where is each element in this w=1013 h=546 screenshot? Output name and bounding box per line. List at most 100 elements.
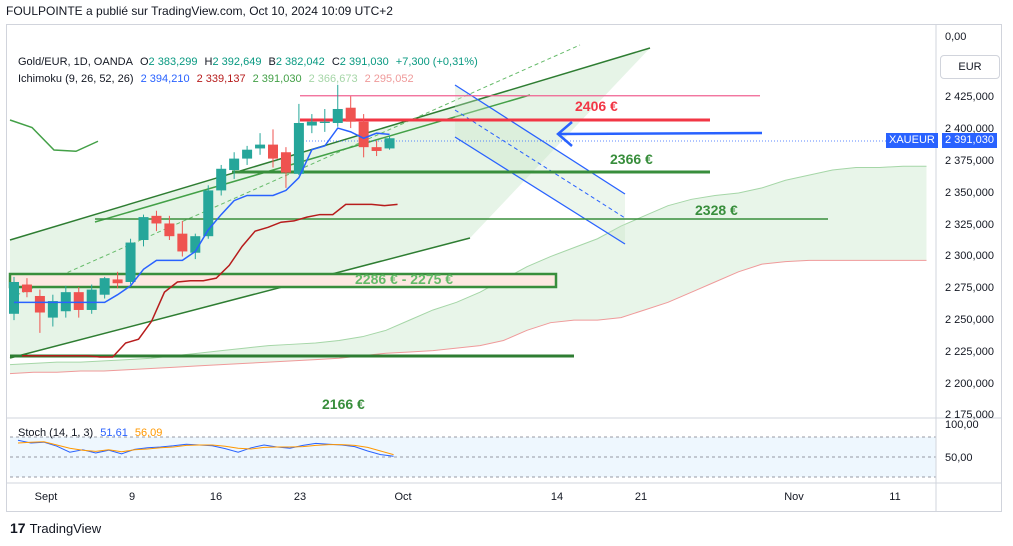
price-tick-label: 2 275,000 [945,282,994,294]
candle-body [86,289,97,310]
candle-body [306,121,317,126]
time-tick-label: 16 [210,491,222,503]
arrow-shaft [559,131,763,136]
channel-upper-line [9,47,651,241]
inner-channel-line [94,94,531,223]
candle-body [229,158,240,171]
candle-body [9,281,19,314]
close-value: 2 391,030 [339,56,389,68]
stoch-d-value: 56,09 [134,427,163,439]
span-b-line [9,259,927,375]
low-label: B [268,56,276,68]
open-label: O [139,56,149,68]
label-2166: 2166 € [322,396,365,412]
candle-body [268,144,278,159]
price-tick-label: 2 225,000 [945,346,994,358]
footer-brand[interactable]: 17 TradingView [10,520,101,536]
price-tick-label: 2 375,000 [945,155,994,167]
candle-body [177,233,188,252]
kijun-line [22,203,398,358]
time-tick-label: Nov [784,491,804,503]
axes: 0,00 2 425,000 2 400,000 2 375,000 2 350,000… [6,24,1002,512]
candle-body [164,223,175,237]
label-zone-2286-2275: 2286 € - 2275 € [355,271,453,287]
channel-lower-line [9,237,471,359]
candle-body [112,279,123,284]
time-tick-label: 21 [635,491,647,503]
low-value: 2 382,042 [275,56,325,68]
candle-body [99,278,110,295]
ohlc-legend: Gold/EUR, 1D, OANDA O2 383,299 H2 392,64… [18,56,482,68]
label-2406: 2406 € [575,98,618,114]
ichimoku-lines [9,119,398,358]
price-tick-label: 2 300,000 [945,250,994,262]
wedge-mid-line [454,109,626,219]
arrow-head-icon [556,121,573,147]
candle-body [47,301,58,318]
tenkan-line [14,127,390,304]
stoch-k-value: 51,61 [100,427,128,439]
span-b-value: 2 295,052 [364,73,414,85]
stochastic-pane [10,436,936,478]
candle-body [358,121,369,148]
symbol-price-tag: XAUEUR [886,133,938,148]
wedge-lower-line [454,136,626,245]
stoch-tick-label: 100,00 [945,419,979,431]
chikou-value: 2 391,030 [252,73,302,85]
time-tick-label: 11 [889,491,900,503]
high-label: H [204,56,213,68]
candle-body [242,149,253,159]
time-tick-label: 23 [294,491,306,503]
candle-body [345,107,356,122]
candle-body [34,295,45,313]
candle-body [332,108,343,123]
time-tick-label: 9 [129,491,135,503]
label-2366: 2366 € [610,151,653,167]
kijun-value: 2 339,137 [196,73,246,85]
candle-body [125,242,136,282]
price-tick-label: 2 350,000 [945,187,994,199]
stoch-tick-label: 50,00 [945,452,973,464]
label-2328: 2328 € [695,202,738,218]
price-tick-label: 2 200,000 [945,378,994,390]
stoch-label[interactable]: Stoch (14, 1, 3) [18,427,94,439]
tenkan-value: 2 394,210 [140,73,190,85]
candle-body [384,138,395,149]
currency-button[interactable]: EUR [940,55,1000,79]
candle-body [216,168,227,191]
price-tick-label: 2 425,000 [945,91,994,103]
candle-body [190,236,201,253]
publication-header: FOULPOINTE a publié sur TradingView.com,… [6,4,393,18]
ichimoku-legend: Ichimoku (9, 26, 52, 26) 2 394,210 2 339… [18,73,418,85]
ichimoku-label[interactable]: Ichimoku (9, 26, 52, 26) [18,73,134,85]
candle-body [280,152,291,173]
candle-body [319,121,330,123]
cloud-fill [10,166,927,374]
price-tick-label: 0,00 [945,31,966,43]
time-tick-label: Oct [394,491,411,503]
annotation-labels: 2406 € 2366 € 2328 € 2286 € - 2275 € 2166 € [322,98,738,412]
stoch-d-line [17,441,394,456]
price-tick-label: 2 325,000 [945,219,994,231]
wedge-upper-line [454,84,626,195]
tradingview-logo-icon: 17 [10,520,26,536]
chikou-line [9,119,99,153]
candle-body [151,215,162,224]
price-tick-label: 2 250,000 [945,314,994,326]
candle-body [255,144,266,149]
stoch-legend: Stoch (14, 1, 3) 51,61 56,09 [18,427,166,439]
support-zone-2286-2275 [8,272,558,289]
candle-body [73,292,84,310]
candle-body [21,284,32,293]
candle-body [203,190,214,237]
symbol-label[interactable]: Gold/EUR, 1D, OANDA [18,56,133,68]
change-value: +7,300 (+0,31%) [395,56,478,68]
open-value: 2 383,299 [148,56,198,68]
time-tick-label: 14 [551,491,563,503]
close-label: C [331,56,340,68]
high-value: 2 392,649 [212,56,262,68]
candle-body [138,217,149,241]
last-price-tag: 2 391,030 [942,133,997,148]
time-tick-label: Sept [35,491,58,503]
